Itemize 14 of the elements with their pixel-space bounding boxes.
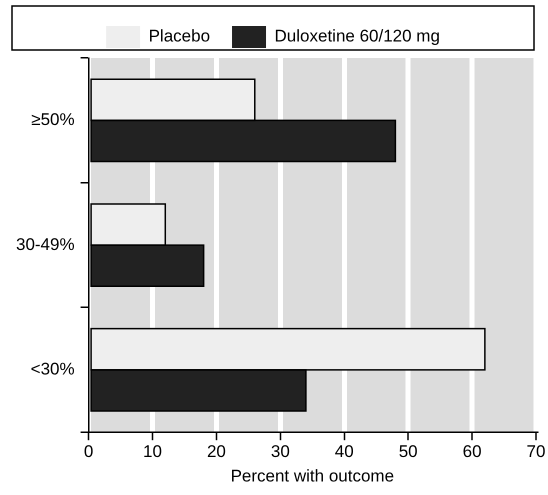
legend-label: Duloxetine 60/120 mg xyxy=(274,26,440,46)
x-tick-label: 60 xyxy=(462,442,482,462)
y-tick-label: <30% xyxy=(30,360,75,379)
x-tick-label: 70 xyxy=(526,442,546,462)
y-tick-label: ≥50% xyxy=(31,110,75,130)
x-tick-label: 0 xyxy=(84,442,94,462)
x-tick-label: 50 xyxy=(398,442,418,462)
x-axis-title: Percent with outcome xyxy=(230,466,394,486)
legend-label: Placebo xyxy=(148,26,210,46)
y-tick-label: 30-49% xyxy=(16,234,75,254)
x-tick-label: 10 xyxy=(143,442,162,462)
x-tick-label: 30 xyxy=(270,442,290,462)
x-tick-label: 20 xyxy=(206,442,226,462)
x-tick-label: 40 xyxy=(334,442,354,462)
